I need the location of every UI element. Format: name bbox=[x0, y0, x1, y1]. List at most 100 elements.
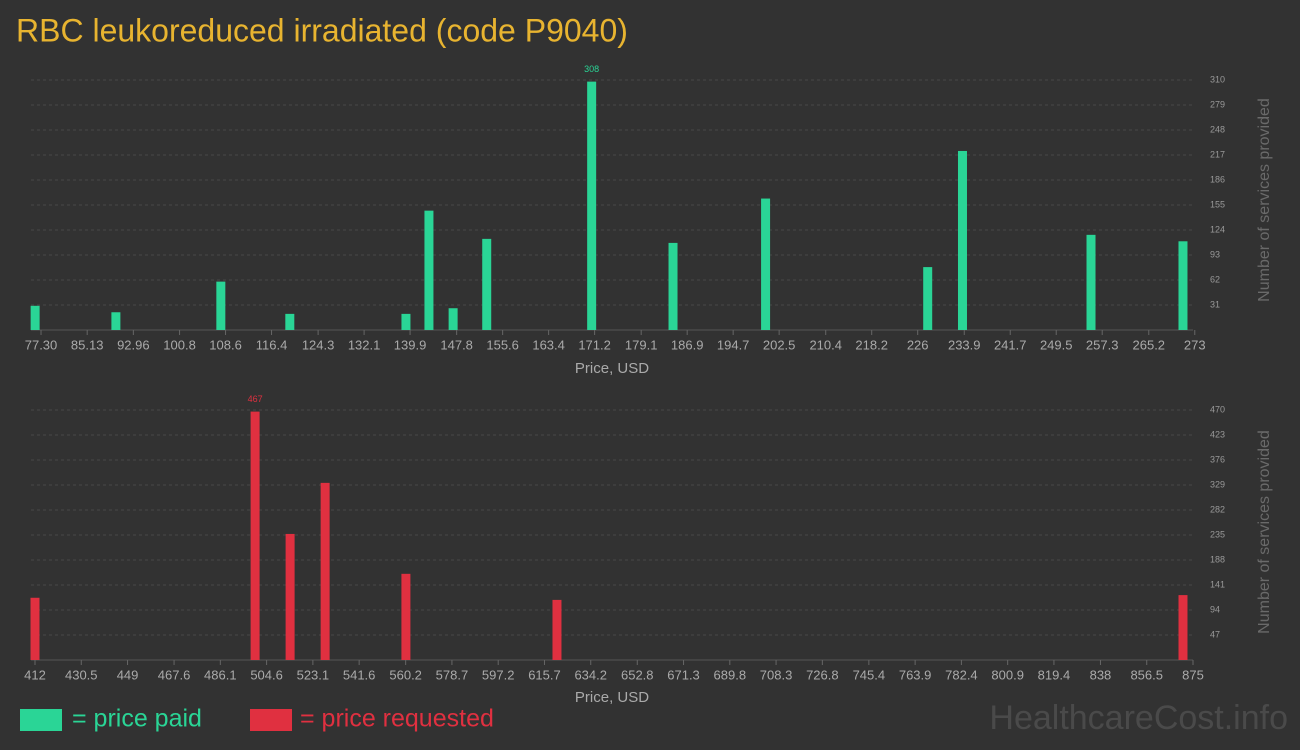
x-tick-label: 652.8 bbox=[621, 667, 654, 682]
x-tick-label: 467.6 bbox=[158, 667, 191, 682]
x-tick-label: 671.3 bbox=[667, 667, 700, 682]
bar bbox=[30, 305, 40, 330]
x-tick-label: 77.30 bbox=[25, 337, 58, 352]
value-label: 308 bbox=[584, 64, 599, 74]
x-tick-label: 745.4 bbox=[853, 667, 886, 682]
x-tick-label: 147.8 bbox=[440, 337, 473, 352]
x-tick-label: 597.2 bbox=[482, 667, 515, 682]
y-tick-label: 310 bbox=[1210, 74, 1225, 84]
y-tick-label: 248 bbox=[1210, 124, 1225, 134]
legend-label: = price paid bbox=[72, 705, 202, 733]
x-tick-label: 139.9 bbox=[394, 337, 427, 352]
y-tick-label: 31 bbox=[1210, 299, 1220, 309]
bar bbox=[250, 411, 260, 660]
y-tick-label: 93 bbox=[1210, 249, 1220, 259]
y-tick-label: 376 bbox=[1210, 454, 1225, 464]
bar bbox=[1178, 595, 1188, 660]
value-label: 467 bbox=[248, 394, 263, 404]
bar bbox=[111, 312, 121, 330]
x-tick-label: 504.6 bbox=[250, 667, 283, 682]
x-tick-label: 202.5 bbox=[763, 337, 796, 352]
x-tick-label: 194.7 bbox=[717, 337, 750, 352]
x-tick-label: 800.9 bbox=[991, 667, 1024, 682]
x-tick-label: 819.4 bbox=[1038, 667, 1071, 682]
x-tick-label: 100.8 bbox=[163, 337, 196, 352]
bar bbox=[30, 597, 40, 660]
x-tick-label: 108.6 bbox=[209, 337, 242, 352]
bar bbox=[216, 281, 226, 330]
x-tick-label: 241.7 bbox=[994, 337, 1027, 352]
legend-swatch bbox=[250, 709, 292, 731]
x-tick-label: 523.1 bbox=[297, 667, 330, 682]
bar bbox=[401, 573, 411, 660]
y-tick-label: 329 bbox=[1210, 479, 1225, 489]
bar bbox=[320, 482, 330, 660]
y-tick-label: 470 bbox=[1210, 404, 1225, 414]
x-tick-label: 615.7 bbox=[528, 667, 561, 682]
x-tick-label: 85.13 bbox=[71, 337, 104, 352]
y-tick-label: 186 bbox=[1210, 174, 1225, 184]
x-tick-label: 179.1 bbox=[625, 337, 658, 352]
x-tick-label: 689.8 bbox=[714, 667, 747, 682]
x-tick-label: 486.1 bbox=[204, 667, 237, 682]
y-tick-label: 188 bbox=[1210, 554, 1225, 564]
x-tick-label: 171.2 bbox=[578, 337, 611, 352]
y-tick-label: 217 bbox=[1210, 149, 1225, 159]
bar bbox=[285, 533, 295, 660]
y-tick-label: 423 bbox=[1210, 429, 1225, 439]
x-tick-label: 124.3 bbox=[302, 337, 335, 352]
bar bbox=[587, 81, 597, 330]
y-tick-label: 94 bbox=[1210, 604, 1220, 614]
y-tick-label: 124 bbox=[1210, 224, 1225, 234]
x-tick-label: 856.5 bbox=[1130, 667, 1163, 682]
x-tick-label: 273 bbox=[1184, 337, 1206, 352]
x-tick-label: 186.9 bbox=[671, 337, 704, 352]
x-tick-label: 634.2 bbox=[574, 667, 607, 682]
y-axis-label: Number of services provided bbox=[1256, 98, 1273, 302]
bar bbox=[1086, 234, 1096, 330]
x-tick-label: 763.9 bbox=[899, 667, 932, 682]
bar bbox=[761, 198, 771, 330]
x-tick-label: 578.7 bbox=[436, 667, 469, 682]
x-tick-label: 838 bbox=[1090, 667, 1112, 682]
bar bbox=[482, 238, 492, 330]
chart-title: RBC leukoreduced irradiated (code P9040) bbox=[16, 12, 628, 48]
x-tick-label: 218.2 bbox=[855, 337, 888, 352]
bar bbox=[1178, 241, 1188, 330]
legend-swatch bbox=[20, 709, 62, 731]
x-tick-label: 155.6 bbox=[486, 337, 519, 352]
bar bbox=[285, 313, 295, 330]
x-tick-label: 560.2 bbox=[389, 667, 422, 682]
y-tick-label: 282 bbox=[1210, 504, 1225, 514]
x-axis-label: Price, USD bbox=[575, 360, 649, 377]
x-tick-label: 92.96 bbox=[117, 337, 150, 352]
bar bbox=[668, 242, 678, 330]
y-tick-label: 235 bbox=[1210, 529, 1225, 539]
legend-label: = price requested bbox=[300, 705, 494, 733]
bar bbox=[401, 313, 411, 330]
bar bbox=[923, 267, 933, 330]
x-tick-label: 226 bbox=[907, 337, 929, 352]
x-tick-label: 449 bbox=[117, 667, 139, 682]
y-axis-label: Number of services provided bbox=[1256, 430, 1273, 634]
x-tick-label: 430.5 bbox=[65, 667, 98, 682]
y-tick-label: 141 bbox=[1210, 579, 1225, 589]
x-tick-label: 726.8 bbox=[806, 667, 839, 682]
bar bbox=[424, 210, 434, 330]
x-tick-label: 210.4 bbox=[809, 337, 842, 352]
bar bbox=[957, 150, 967, 330]
x-tick-label: 782.4 bbox=[945, 667, 978, 682]
x-tick-label: 708.3 bbox=[760, 667, 793, 682]
y-tick-label: 62 bbox=[1210, 274, 1220, 284]
y-tick-label: 47 bbox=[1210, 629, 1220, 639]
watermark: HealthcareCost.info bbox=[989, 699, 1288, 737]
x-tick-label: 233.9 bbox=[948, 337, 981, 352]
bar bbox=[448, 308, 458, 330]
x-axis-label: Price, USD bbox=[575, 689, 649, 706]
x-tick-label: 116.4 bbox=[256, 337, 288, 352]
x-tick-label: 541.6 bbox=[343, 667, 376, 682]
x-tick-label: 265.2 bbox=[1133, 337, 1166, 352]
x-tick-label: 132.1 bbox=[348, 337, 381, 352]
